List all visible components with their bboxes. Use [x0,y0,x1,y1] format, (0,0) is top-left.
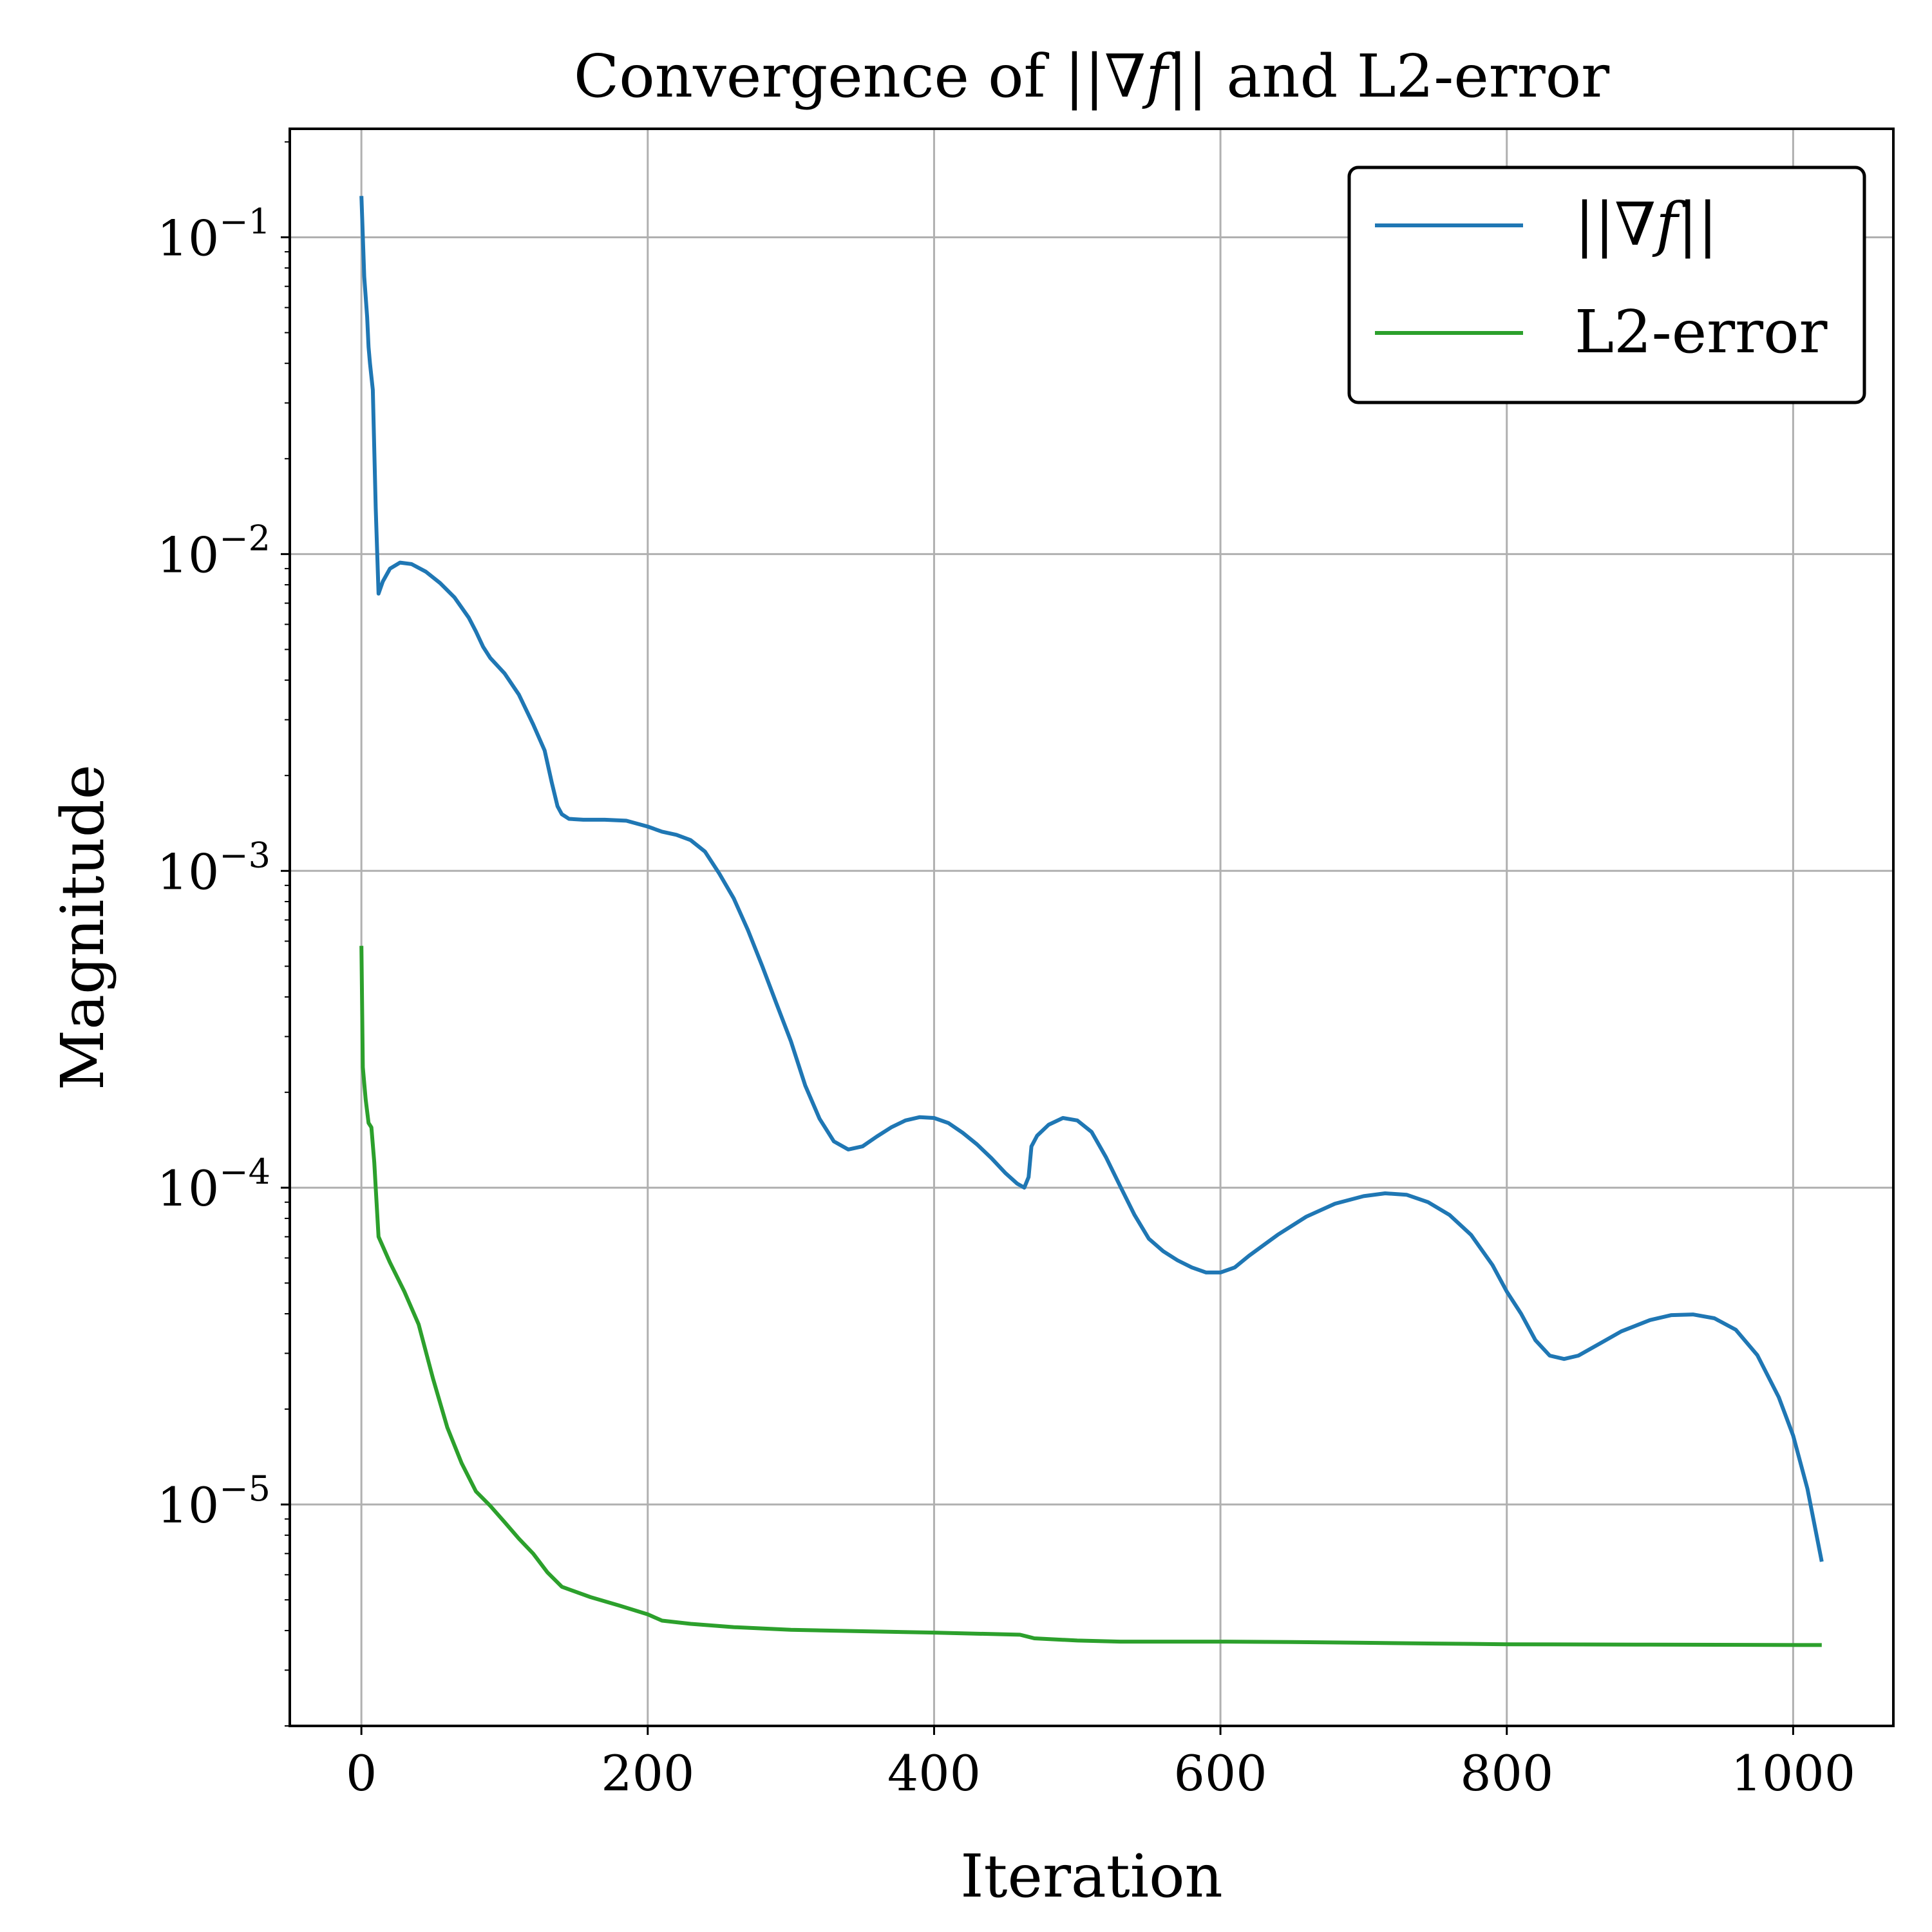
axes-frame [289,128,1895,1727]
x-tick-label: 200 [601,1745,694,1802]
y-tick-label: 10−1 [157,201,270,267]
y-tick-label: 10−3 [157,835,270,900]
x-tick-label: 1000 [1731,1745,1855,1802]
legend-label-l2-error: L2-error [1575,298,1828,366]
x-axis-label: Iteration [960,1842,1223,1911]
y-axis-label: Magnitude [48,764,117,1090]
y-tick-label: 10−2 [157,518,270,583]
y-axis-ticks: 10−5 10−4 10−3 10−2 10−1 [157,141,290,1727]
chart-title: Convergence of ||∇f|| and L2-error [574,42,1609,111]
y-tick-label: 10−4 [157,1151,270,1217]
series-line-grad-norm [359,196,1824,1562]
x-tick-label: 600 [1174,1745,1267,1802]
legend: ||∇f|| L2-error [1347,166,1866,404]
series-layer [359,196,1824,1647]
x-tick-label: 0 [346,1745,377,1802]
series-line-l2-error [359,945,1822,1647]
x-tick-label: 400 [887,1745,981,1802]
y-tick-label: 10−5 [157,1468,270,1534]
legend-label-grad-norm: ||∇f|| [1575,190,1718,259]
x-tick-label: 800 [1460,1745,1553,1802]
x-axis-ticks: 0 200 400 600 800 1000 [346,1726,1855,1802]
